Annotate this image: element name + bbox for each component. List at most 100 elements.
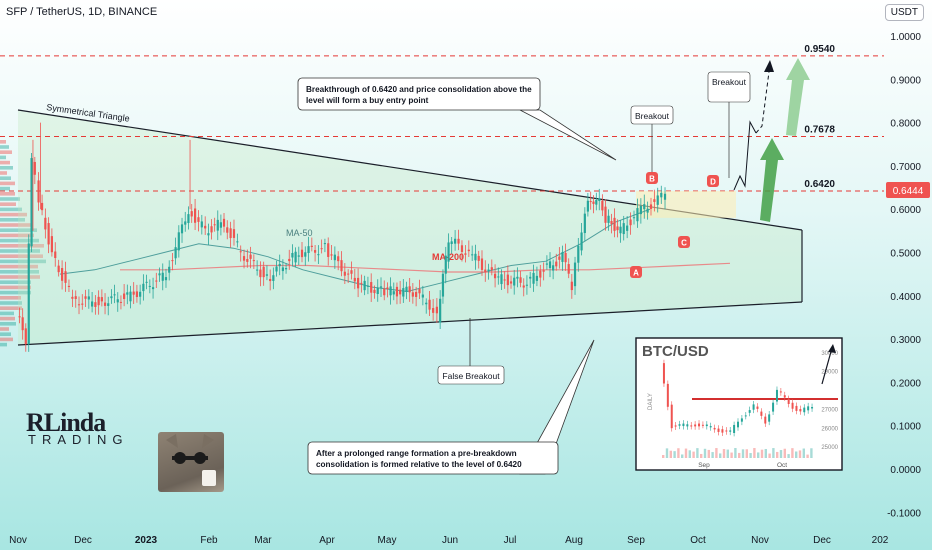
candle-body [197,217,200,222]
btc-volume-bar [760,449,764,458]
green-up-arrow-1 [760,138,784,222]
candle-body [636,208,639,222]
y-tick-label: 0.2000 [890,378,921,389]
candle-body [421,294,424,298]
volume-profile-bar [0,176,11,180]
btc-volume-bar [738,452,741,458]
candle-body [252,260,255,262]
volume-profile-bar [0,233,34,238]
candle-body [297,255,300,257]
volume-profile-bar [0,275,40,279]
forecast-path-dashed [755,63,771,134]
false-breakout-box [437,365,505,385]
btc-volume-bar [711,452,714,458]
price-level-label: 0.9540 [804,44,835,55]
candle-body [370,282,373,293]
candle-body [616,226,619,231]
candle-body [246,259,249,262]
y-tick-label: 0.8000 [890,119,921,130]
candle-body [509,281,513,284]
btc-candle-body [737,421,739,428]
volume-profile-bar [0,223,31,227]
btc-candle-body [791,402,794,409]
btc-volume-bar [673,451,676,458]
y-tick-label: 0.1000 [890,422,921,433]
candle-body [353,277,356,282]
currency-unit-badge[interactable]: USDT [884,4,924,21]
price-level-label: 0.6420 [804,179,835,190]
candle-body [262,266,265,278]
btc-candle-body [705,424,708,427]
candle-body [216,219,219,231]
btc-inset-title: BTC/USD [642,343,709,360]
triangle-fill [18,110,802,345]
candle-body [232,229,236,238]
candle-body [450,241,453,245]
candle-body [379,286,383,288]
btc-volume-bar [741,449,745,458]
candle-body [278,263,281,267]
x-tick-label: Oct [690,535,706,546]
volume-profile-bar [0,259,46,264]
chart-title: SFP / TetherUS, 1D, BINANCE [6,6,158,18]
candle-body [313,250,317,253]
volume-profile-bar [0,140,6,144]
candle-body [226,227,229,233]
candle-body [573,262,577,287]
volume-profile-bar [0,171,7,175]
candle-body [601,200,604,211]
btc-forecast-arrowhead [828,344,836,353]
candle-body [222,218,226,227]
btc-candle-body [694,424,697,427]
volume-profile-bar [0,244,44,248]
callout-top-text-line: level will form a buy entry point [306,96,429,105]
btc-volume-bar [753,448,756,458]
btc-candle-body [768,414,771,422]
btc-volume-bar [757,452,760,458]
btc-candle-body [709,426,712,428]
candle-body [649,204,653,209]
candle-body [229,228,232,239]
candle-body [307,246,310,254]
candle-body [519,277,522,283]
x-tick-label: Jul [504,535,517,546]
volume-profile-bar [0,160,10,165]
btc-inset-ylabel: DAILY [648,393,654,410]
btc-candle-body [721,429,724,433]
green-up-arrow-2 [786,58,810,136]
volume-profile-bar [0,280,31,284]
volume-profile-bar [0,270,39,274]
volume-profile-bar [0,207,22,212]
candle-body [139,291,142,297]
callout-top-text-line: Breakthrough of 0.6420 and price consoli… [306,85,532,94]
candle-body [113,294,116,296]
point-marker-a [630,266,642,278]
candle-body [399,289,402,295]
x-tick-label: Aug [565,535,583,546]
candle-body [164,277,168,281]
candle-body [161,272,164,281]
candle-body [607,215,610,223]
candle-body [592,201,595,204]
candle-body [383,288,386,296]
btc-volume-bar [726,449,729,458]
candle-body [171,260,174,262]
candle-body [487,269,490,272]
candle-body [291,252,294,258]
x-tick-label: Jun [442,535,458,546]
price-level-label: 0.7678 [804,125,835,136]
candle-body [239,251,242,253]
candle-body [392,291,395,295]
callout-top-box [297,77,541,111]
callout-bottom-text-line: After a prolonged range formation a pre-… [316,449,517,458]
btc-volume-bar [749,453,752,458]
volume-profile-bar [0,254,43,258]
candle-body [656,195,659,205]
candle-body [441,273,445,297]
candle-body [337,256,340,262]
candle-body [67,285,71,287]
callout-bottom-box [307,441,559,475]
breakout1-label: Breakout [635,111,670,121]
